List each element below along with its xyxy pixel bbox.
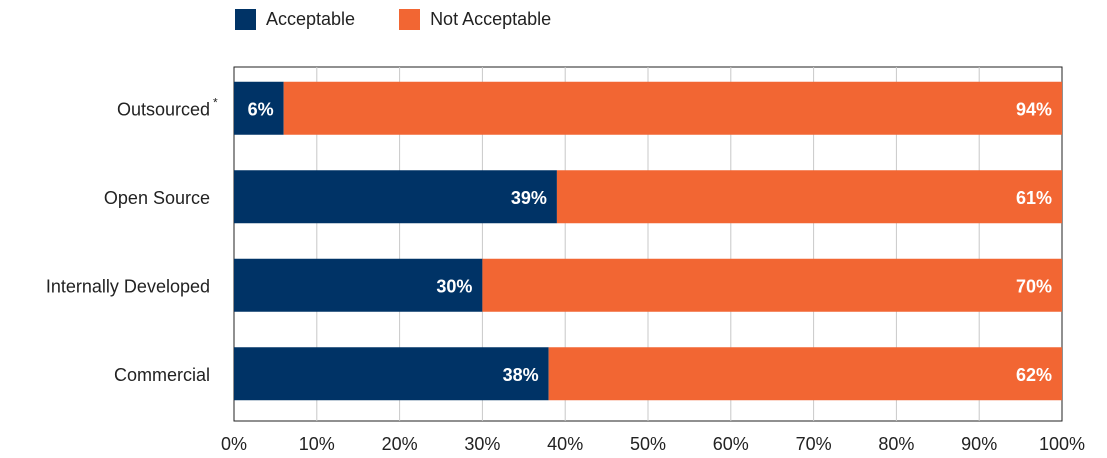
- data-label: 62%: [1016, 365, 1052, 385]
- bar-segment: [234, 170, 557, 224]
- data-label: 30%: [436, 276, 472, 296]
- data-label: 39%: [511, 188, 547, 208]
- x-tick-label: 60%: [713, 434, 749, 454]
- bar-segment: [283, 81, 1062, 135]
- x-tick-label: 50%: [630, 434, 666, 454]
- bar-segment: [234, 347, 549, 401]
- bar-segment: [482, 258, 1062, 312]
- x-tick-label: 80%: [878, 434, 914, 454]
- data-label: 70%: [1016, 276, 1052, 296]
- data-label: 6%: [248, 99, 274, 119]
- data-label: 38%: [503, 365, 539, 385]
- category-label: Internally Developed: [46, 276, 210, 296]
- bar-segment: [234, 81, 284, 135]
- legend-label-not-acceptable: Not Acceptable: [430, 9, 552, 29]
- category-label: Open Source: [104, 188, 210, 208]
- x-tick-label: 0%: [221, 434, 247, 454]
- category-label: Commercial: [114, 365, 210, 385]
- x-tick-label: 70%: [796, 434, 832, 454]
- legend-swatch-not-acceptable: [399, 9, 421, 30]
- x-tick-label: 10%: [299, 434, 335, 454]
- legend-item-not-acceptable: Not Acceptable: [399, 9, 551, 30]
- legend-swatch-acceptable: [235, 9, 256, 30]
- footnote-mark: *: [213, 95, 218, 109]
- chart-legend: Acceptable Not Acceptable: [235, 9, 595, 30]
- x-tick-label: 40%: [547, 434, 583, 454]
- bar-segment: [234, 258, 483, 312]
- legend-item-acceptable: Acceptable: [235, 9, 355, 30]
- bar-segment: [556, 170, 1062, 224]
- x-tick-label: 20%: [382, 434, 418, 454]
- data-label: 94%: [1016, 99, 1052, 119]
- x-tick-label: 100%: [1039, 434, 1085, 454]
- category-label: Outsourced: [117, 99, 210, 119]
- bar-segment: [548, 347, 1062, 401]
- data-label: 61%: [1016, 188, 1052, 208]
- x-tick-label: 90%: [961, 434, 997, 454]
- legend-label-acceptable: Acceptable: [266, 9, 356, 29]
- x-tick-label: 30%: [464, 434, 500, 454]
